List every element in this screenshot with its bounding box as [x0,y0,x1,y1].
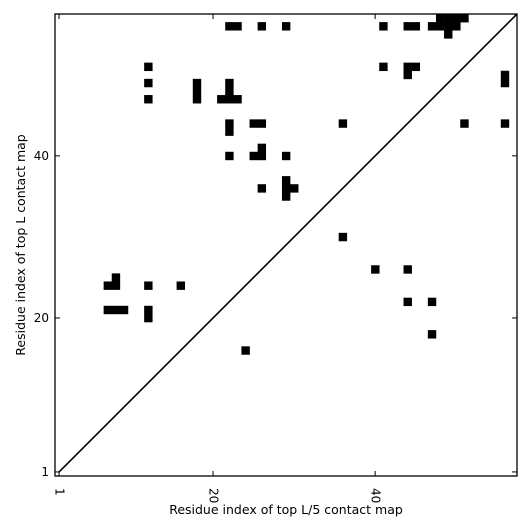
contact-cell [144,281,153,290]
contact-cell [257,22,267,31]
contact-cell [338,119,348,128]
contact-cell [427,330,437,339]
contact-cell [281,184,291,193]
contact-cell [192,95,202,104]
contact-cell [427,22,437,31]
contact-cell [379,22,388,31]
contact-cell [281,22,291,31]
contact-cell [233,95,242,104]
contact-cell [144,305,153,315]
contact-cell [403,62,412,72]
x-tick-label: 20 [207,488,221,503]
contact-cell [379,62,388,72]
contact-cell [192,78,202,88]
contact-cell [249,151,258,161]
contact-cell [257,119,267,128]
x-axis-label: Residue index of top L/5 contact map [169,502,403,517]
contact-cell [403,70,412,80]
contact-cell [281,151,291,161]
contact-cell [500,70,510,80]
contact-cell [225,22,234,31]
y-axis-label: Residue index of top L contact map [13,134,28,355]
contact-cell [427,297,437,307]
contact-cell [144,78,153,88]
contact-cells [103,14,510,355]
contact-cell [500,119,510,128]
contact-cell [225,127,234,136]
contact-cell [444,22,453,31]
contact-cell [225,86,234,96]
contact-cell [144,313,153,323]
contact-cell [225,78,234,88]
contact-cell [403,265,412,274]
contact-cell [144,62,153,72]
contact-cell [176,281,185,290]
contact-cell [225,151,234,161]
contact-cell [144,95,153,104]
contact-cell [435,22,445,31]
diagonal-line [58,13,518,473]
contact-cell [452,22,461,31]
contact-cell [249,119,258,128]
contact-cell [403,297,412,307]
contact-cell [257,151,267,161]
contact-cell [233,22,242,31]
contact-cell [411,62,421,72]
contact-cell [371,265,380,274]
contact-cell [241,346,250,355]
y-tick-label: 20 [34,311,49,325]
contact-cell [435,14,445,23]
y-tick-label: 1 [41,465,49,479]
contact-cell [281,176,291,185]
contact-cell [281,192,291,201]
contact-cell [111,281,121,290]
contact-cell [411,22,421,31]
contact-cell [103,281,113,290]
contact-cell [103,305,113,315]
contact-cell [444,30,453,39]
x-tick-label: 40 [369,488,383,503]
contact-cell [403,22,412,31]
contact-cell [460,119,469,128]
contact-cell [444,14,453,23]
x-tick-label: 1 [53,488,67,496]
contact-cell [119,305,129,315]
contact-cell [111,305,121,315]
contact-cell [111,273,121,282]
contact-cell [500,78,510,88]
contact-cell [192,86,202,96]
contact-cell [225,119,234,128]
contact-cell [290,184,299,193]
contact-cell [217,95,226,104]
contact-cell [225,95,234,104]
contact-cell [460,14,469,23]
contact-cell [257,143,267,153]
contact-cell [452,14,461,23]
plot-frame [54,13,518,477]
contact-cell [257,184,267,193]
axis-ticks: 1 20 40 1 20 40 [34,14,517,503]
y-tick-label: 40 [34,149,49,163]
contact-cell [338,232,348,242]
